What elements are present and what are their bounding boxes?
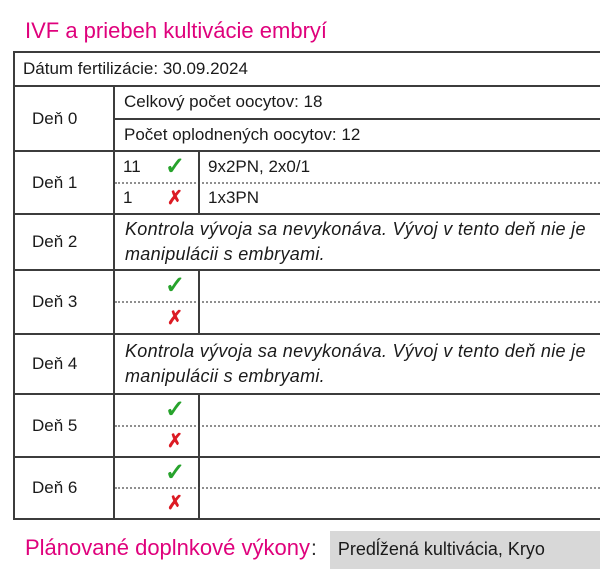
- day6-content: ✓ ✗: [115, 458, 600, 518]
- cross-icon: ✗: [167, 430, 183, 452]
- day6-ok-markcell: ✓: [115, 458, 198, 487]
- planned-procedures-colon: :: [310, 537, 317, 560]
- day3-label-cell: Deň 3: [15, 271, 115, 333]
- embryo-culture-table: Dátum fertilizácie: 30.09.2024 Deň 0 Cel…: [13, 51, 600, 520]
- cross-icon: ✗: [167, 307, 183, 329]
- table-row-day6: Deň 6 ✓ ✗: [15, 456, 600, 518]
- planned-procedures-label: Plánované doplnkové výkony: [25, 535, 310, 560]
- day5-fail-markcell: ✗: [115, 427, 198, 457]
- day5-ok-subrow: ✓: [115, 395, 600, 427]
- day5-label-cell: Deň 5: [15, 395, 115, 456]
- day2-label: Deň 2: [32, 232, 78, 251]
- day1-label-cell: Deň 1: [15, 152, 115, 213]
- table-row-day0: Deň 0 Celkový počet oocytov: 18 Počet op…: [15, 85, 600, 150]
- day4-label: Deň 4: [32, 354, 78, 373]
- day2-note-line2: manipulácii s embryami.: [125, 244, 325, 264]
- check-icon: ✓: [164, 272, 186, 299]
- day1-ok-textcell: 9x2PN, 2x0/1: [198, 157, 600, 177]
- check-icon: ✓: [164, 152, 186, 180]
- day1-ok-markcell: 11 ✓: [115, 152, 198, 182]
- page-title: IVF a priebeh kultivácie embryí: [25, 18, 328, 43]
- day5-ok-markcell: ✓: [115, 395, 198, 425]
- column-divider: [198, 395, 200, 456]
- day1-ok-text: 9x2PN, 2x0/1: [208, 156, 311, 176]
- day0-total-oocytes-text: Celkový počet oocytov: 18: [124, 92, 323, 112]
- day0-fertilized-oocytes-cell: Počet oplodnených oocytov: 12: [115, 120, 600, 151]
- day6-fail-subrow: ✗: [115, 489, 600, 518]
- day1-fail-markcell: 1 ✗: [115, 184, 198, 214]
- day2-label-cell: Deň 2: [15, 215, 115, 269]
- day3-ok-subrow: ✓: [115, 271, 600, 303]
- column-divider: [198, 458, 200, 518]
- day1-fail-count: 1: [123, 188, 133, 208]
- day3-content: ✓ ✗: [115, 271, 600, 333]
- day6-ok-subrow: ✓: [115, 458, 600, 489]
- fertilization-date-text: Dátum fertilizácie: 30.09.2024: [23, 59, 248, 78]
- day0-label-cell: Deň 0: [15, 87, 115, 150]
- day3-fail-subrow: ✗: [115, 303, 600, 333]
- day1-ok-count: 11: [123, 156, 141, 176]
- day4-label-cell: Deň 4: [15, 335, 115, 393]
- column-divider: [198, 271, 200, 333]
- table-row-day3: Deň 3 ✓ ✗: [15, 269, 600, 333]
- day4-note-line2: manipulácii s embryami.: [125, 366, 325, 386]
- day6-label: Deň 6: [32, 478, 78, 497]
- column-divider: [198, 152, 200, 213]
- day0-label: Deň 0: [32, 108, 78, 128]
- day1-label: Deň 1: [32, 172, 78, 192]
- day3-label: Deň 3: [32, 292, 78, 311]
- day1-content: 11 ✓ 9x2PN, 2x0/1 1 ✗ 1x3PN: [115, 152, 600, 213]
- day1-fail-textcell: 1x3PN: [198, 188, 600, 208]
- check-icon: ✓: [164, 395, 186, 423]
- day4-note-line1: Kontrola vývoja sa nevykonáva. Vývoj v t…: [125, 341, 586, 361]
- day0-content: Celkový počet oocytov: 18 Počet oplodnen…: [115, 87, 600, 150]
- day0-total-oocytes-cell: Celkový počet oocytov: 18: [115, 87, 600, 120]
- planned-procedures-value-field[interactable]: Predĺžená kultivácia, Kryo: [329, 531, 600, 569]
- table-row-day2: Deň 2 Kontrola vývoja sa nevykonáva. Výv…: [15, 213, 600, 269]
- day3-fail-markcell: ✗: [115, 303, 198, 333]
- planned-procedures-row: Plánované doplnkové výkony: Predĺžená ku…: [25, 531, 600, 569]
- day5-label: Deň 5: [32, 415, 78, 435]
- day2-note: Kontrola vývoja sa nevykonáva. Vývoj v t…: [115, 215, 600, 269]
- day4-note: Kontrola vývoja sa nevykonáva. Vývoj v t…: [115, 335, 600, 393]
- table-row-day1: Deň 1 11 ✓ 9x2PN, 2x0/1 1 ✗ 1x3PN: [15, 150, 600, 213]
- day0-fertilized-oocytes-text: Počet oplodnených oocytov: 12: [124, 124, 361, 144]
- table-row-day5: Deň 5 ✓ ✗: [15, 393, 600, 456]
- cross-icon: ✗: [167, 493, 183, 514]
- check-icon: ✓: [164, 458, 186, 486]
- day5-content: ✓ ✗: [115, 395, 600, 456]
- day6-fail-markcell: ✗: [115, 489, 198, 518]
- day1-fail-text: 1x3PN: [208, 188, 260, 208]
- table-row-day4: Deň 4 Kontrola vývoja sa nevykonáva. Výv…: [15, 333, 600, 393]
- table-row-fertilization-date: Dátum fertilizácie: 30.09.2024: [15, 53, 600, 85]
- cross-icon: ✗: [167, 187, 183, 209]
- day1-ok-subrow: 11 ✓ 9x2PN, 2x0/1: [115, 152, 600, 184]
- day2-note-line1: Kontrola vývoja sa nevykonáva. Vývoj v t…: [125, 219, 586, 239]
- day6-label-cell: Deň 6: [15, 458, 115, 518]
- day5-fail-subrow: ✗: [115, 427, 600, 457]
- day3-ok-markcell: ✓: [115, 271, 198, 301]
- day1-fail-subrow: 1 ✗ 1x3PN: [115, 184, 600, 214]
